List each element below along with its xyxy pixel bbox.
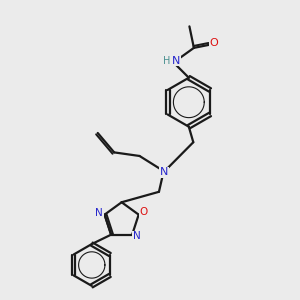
Text: N: N	[172, 56, 180, 66]
Text: N: N	[160, 167, 168, 177]
Text: N: N	[133, 231, 140, 241]
Text: N: N	[95, 208, 103, 218]
Text: H: H	[163, 56, 171, 66]
Text: O: O	[140, 207, 148, 217]
Text: O: O	[210, 38, 219, 48]
